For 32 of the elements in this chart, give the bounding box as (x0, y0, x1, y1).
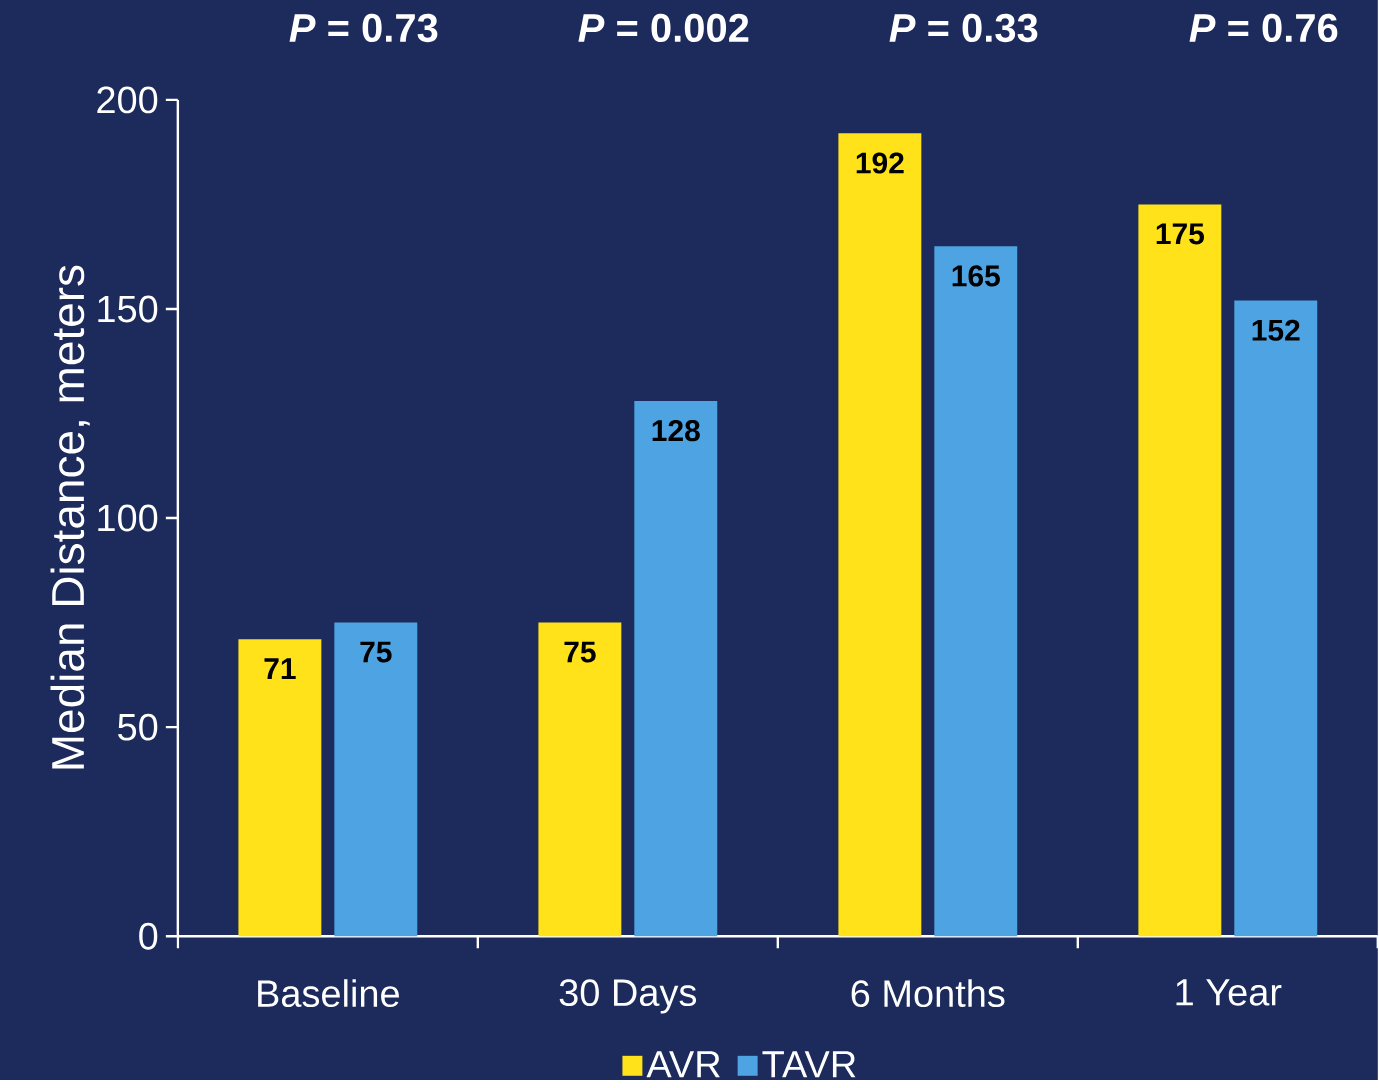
text: P = 0.33 (889, 13, 1038, 42)
y-tick-label: 50 (118, 713, 158, 741)
x-tick-label: Baseline (258, 979, 399, 1007)
x-tick-label: 30 Days (559, 979, 697, 1014)
data-label: 75 (564, 641, 596, 663)
bar (238, 639, 322, 937)
y-tick-label: 200 (97, 86, 158, 114)
data-label: 192 (856, 152, 904, 174)
bar (1234, 300, 1318, 937)
y-tick-label: 0 (139, 922, 158, 950)
bar (838, 133, 922, 937)
bar (934, 246, 1018, 937)
bar (334, 622, 418, 937)
text: P = 0.73 (289, 13, 438, 42)
text: P = 0.76 (1189, 13, 1338, 42)
data-label: 71 (264, 658, 296, 679)
data-label: 152 (1252, 319, 1300, 341)
legend-label: TAVR (762, 1051, 856, 1078)
text: P = 0.002 (578, 13, 749, 42)
y-tick-label: 150 (98, 295, 158, 323)
x-tick-label: 1 Year (1176, 979, 1282, 1006)
y-axis-title: Median Distance, meters (50, 265, 90, 769)
bar (538, 622, 622, 937)
bar (1138, 204, 1222, 937)
bar (634, 400, 718, 937)
y-tick-label: 100 (98, 504, 158, 532)
data-label: 75 (360, 641, 392, 663)
legend-label: AVR (646, 1051, 720, 1078)
x-tick-label: 6 Months (851, 979, 1005, 1007)
data-label: 128 (652, 419, 700, 442)
data-label: 165 (952, 265, 1000, 287)
data-label: 175 (1156, 223, 1204, 245)
